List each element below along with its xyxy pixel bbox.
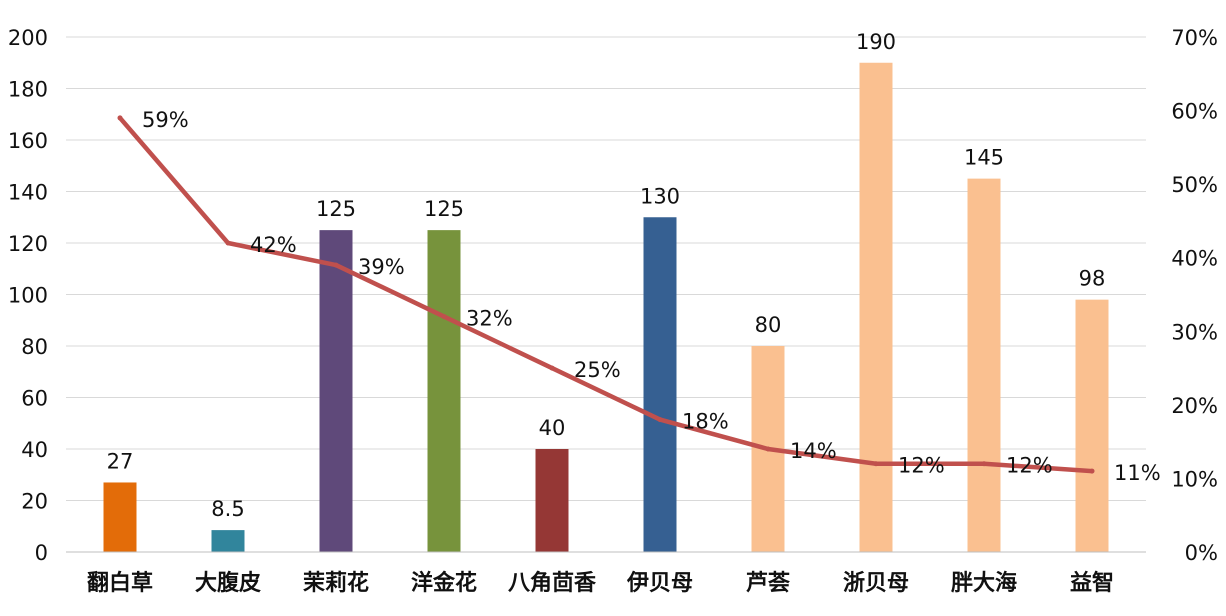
right-tick-label: 60% xyxy=(1171,100,1218,124)
line-path xyxy=(117,115,1095,474)
left-tick-label: 140 xyxy=(8,181,48,205)
bar xyxy=(859,62,893,552)
left-tick-label: 0 xyxy=(35,541,48,565)
bar xyxy=(427,230,461,552)
right-tick-label: 20% xyxy=(1171,394,1218,418)
line-data-label: 39% xyxy=(358,255,405,279)
bar-data-label: 8.5 xyxy=(211,497,244,521)
line-data-label: 12% xyxy=(898,454,945,478)
bar xyxy=(1075,299,1109,552)
category-label: 大腹皮 xyxy=(195,570,261,596)
gridlines xyxy=(66,36,1146,501)
line-data-label: 12% xyxy=(1006,454,1053,478)
line-data-labels: 59% 42% 39% 32% 25% 18% 14% 12% 12% 11% xyxy=(142,108,1161,485)
line-data-label: 59% xyxy=(142,108,189,132)
left-tick-label: 160 xyxy=(8,129,48,153)
category-label: 洋金花 xyxy=(411,570,477,596)
line-point xyxy=(765,446,771,452)
left-tick-label: 180 xyxy=(8,78,48,102)
line-point xyxy=(981,461,987,467)
bar-data-label: 80 xyxy=(755,313,782,337)
bar xyxy=(643,217,677,552)
category-label: 浙贝母 xyxy=(843,571,909,596)
bar xyxy=(967,178,1001,552)
bar-data-label: 125 xyxy=(424,197,464,221)
category-label: 翻白草 xyxy=(87,570,153,596)
left-tick-label: 120 xyxy=(8,232,48,256)
right-tick-label: 10% xyxy=(1171,467,1218,491)
line-point xyxy=(333,262,339,268)
right-tick-label: 40% xyxy=(1171,247,1218,271)
line-data-label: 25% xyxy=(574,358,621,382)
line-data-label: 18% xyxy=(682,410,729,434)
bar xyxy=(319,230,353,552)
x-axis: 翻白草 大腹皮 茉莉花 洋金花 八角茴香 伊贝母 芦荟 浙贝母 胖大海 益智 xyxy=(66,551,1146,596)
right-tick-label: 30% xyxy=(1171,320,1218,344)
line-point xyxy=(225,240,231,246)
bar-data-label: 98 xyxy=(1079,267,1106,291)
left-tick-label: 40 xyxy=(21,438,48,462)
category-label: 伊贝母 xyxy=(626,570,693,596)
line-point xyxy=(873,461,879,467)
line-data-label: 42% xyxy=(250,233,297,257)
line-point xyxy=(117,115,123,121)
category-label: 胖大海 xyxy=(951,570,1017,596)
bar-data-label: 190 xyxy=(856,30,896,54)
line-point xyxy=(441,314,447,320)
bar xyxy=(211,530,245,552)
right-y-axis: 0% 10% 20% 30% 40% 50% 60% 70% xyxy=(1171,26,1218,565)
bar-data-label: 27 xyxy=(107,449,134,473)
line-data-label: 11% xyxy=(1114,461,1161,485)
line-data-label: 14% xyxy=(790,439,837,463)
bar xyxy=(103,482,137,552)
line-point xyxy=(549,365,555,371)
bar-data-label: 130 xyxy=(640,184,680,208)
bar xyxy=(535,449,569,552)
bar-data-label: 40 xyxy=(539,416,566,440)
right-tick-label: 70% xyxy=(1171,26,1218,50)
line-data-label: 32% xyxy=(466,307,513,331)
bar-data-label: 125 xyxy=(316,197,356,221)
category-label: 芦荟 xyxy=(746,571,790,596)
category-label: 益智 xyxy=(1070,570,1114,596)
bar-series xyxy=(103,62,1109,552)
left-tick-label: 20 xyxy=(21,490,48,514)
left-tick-label: 100 xyxy=(8,284,48,308)
right-tick-label: 50% xyxy=(1171,173,1218,197)
right-tick-label: 0% xyxy=(1185,541,1218,565)
left-y-axis: 0 20 40 60 80 100 120 140 160 180 200 xyxy=(8,26,48,565)
line-point xyxy=(1089,468,1095,474)
left-tick-label: 200 xyxy=(8,26,48,50)
line-series xyxy=(117,115,1095,474)
category-label: 八角茴香 xyxy=(508,570,596,596)
left-tick-label: 80 xyxy=(21,335,48,359)
line-point xyxy=(657,417,663,423)
category-label: 茉莉花 xyxy=(303,570,369,596)
bar-data-label: 145 xyxy=(964,146,1004,170)
left-tick-label: 60 xyxy=(21,387,48,411)
bar-data-labels: 27 8.5 125 125 40 130 80 190 145 98 xyxy=(107,30,1106,521)
